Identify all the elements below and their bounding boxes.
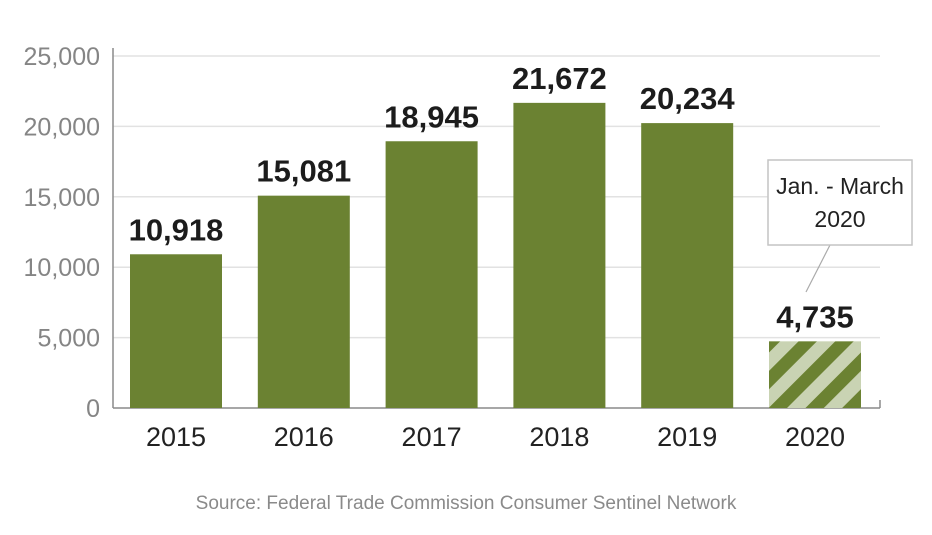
source-note: Source: Federal Trade Commission Consume… [196, 493, 737, 514]
y-tick-label: 20,000 [24, 113, 100, 141]
x-tick-label: 2019 [657, 422, 717, 452]
bar-2016 [257, 195, 350, 408]
y-tick-label: 10,000 [24, 254, 100, 282]
y-tick-label: 15,000 [24, 184, 100, 212]
value-label: 18,945 [384, 99, 479, 134]
value-label: 4,735 [776, 299, 854, 334]
x-tick-label: 2017 [402, 422, 462, 452]
x-tick-label: 2016 [274, 422, 334, 452]
annotation-box [767, 159, 913, 246]
y-tick-label: 5,000 [37, 325, 100, 353]
y-tick-label: 25,000 [24, 43, 100, 71]
annotation-leader-line [805, 244, 831, 293]
annotation-line1: Jan. - March [776, 173, 904, 199]
x-tick-label: 2015 [146, 422, 206, 452]
value-label: 21,672 [512, 61, 607, 96]
y-tick-label: 0 [86, 395, 100, 423]
x-tick-label: 2020 [785, 422, 845, 452]
bar-2015 [130, 254, 222, 408]
bar-2020 [769, 341, 861, 408]
bar-2018 [513, 102, 606, 408]
value-label: 20,234 [640, 81, 736, 116]
x-tick-label: 2018 [529, 422, 589, 452]
annotation-line2: 2020 [814, 206, 865, 232]
value-label: 10,918 [129, 212, 224, 247]
annotation-callout: Jan. - March 2020 [767, 159, 913, 293]
bar-2017 [385, 141, 478, 408]
value-label: 15,081 [256, 154, 351, 189]
bar-2019 [641, 123, 734, 408]
